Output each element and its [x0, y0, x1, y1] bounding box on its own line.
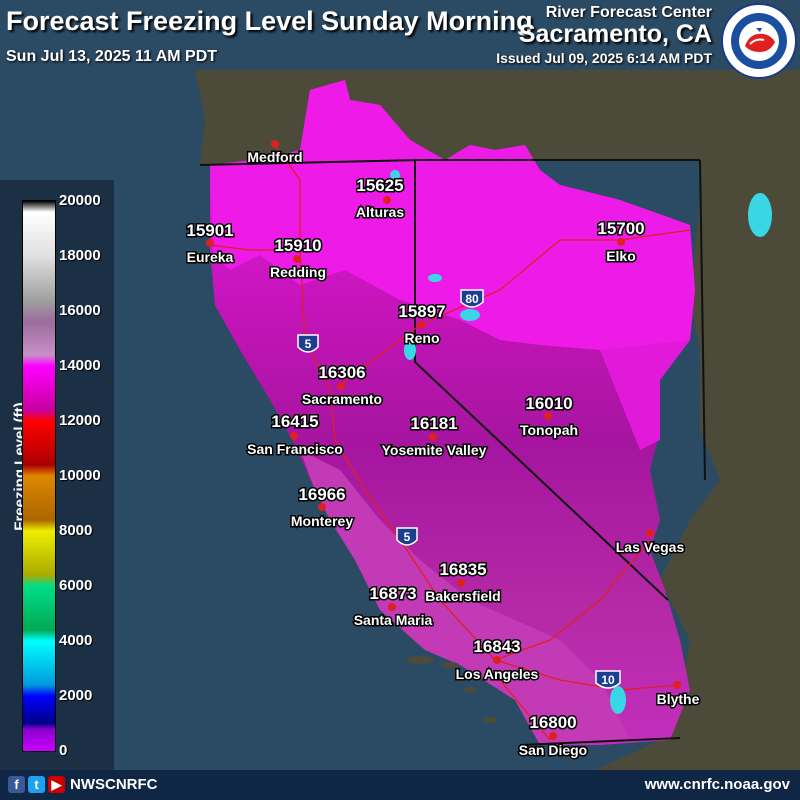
- social-handle[interactable]: NWSCNRFC: [70, 776, 158, 793]
- nws-logo-icon[interactable]: [720, 2, 798, 80]
- city-las-vegas[interactable]: Las Vegas: [614, 529, 686, 557]
- city-yosemite-valley[interactable]: 16181 Yosemite Valley: [380, 413, 488, 460]
- legend-tick: 18000: [59, 247, 101, 264]
- channel-islands: [406, 656, 497, 723]
- state-line-nv-ut: [699, 159, 706, 481]
- svg-text:5: 5: [404, 530, 411, 544]
- border-mexico: [519, 737, 681, 746]
- legend-panel: Freezing Level (ft) 20000 18000 16000 14000…: [0, 180, 114, 770]
- interstate-shield-5-south: 5: [396, 527, 418, 546]
- svg-text:15910: 15910: [274, 236, 321, 255]
- city-redding[interactable]: 15910 Redding: [269, 235, 328, 282]
- legend-tick: 16000: [59, 302, 101, 319]
- svg-text:15897: 15897: [398, 302, 445, 321]
- city-medford[interactable]: Medford: [246, 140, 304, 167]
- svg-text:80: 80: [465, 292, 479, 306]
- city-eureka[interactable]: 15901 Eureka: [185, 220, 235, 267]
- svg-text:16843: 16843: [473, 637, 520, 656]
- footer: [0, 770, 800, 800]
- legend-tick: 10000: [59, 467, 101, 484]
- svg-text:Medford: Medford: [247, 149, 302, 165]
- map-title: Forecast Freezing Level Sunday Morning: [6, 6, 533, 36]
- svg-text:Las Vegas: Las Vegas: [616, 539, 685, 555]
- office-name: Sacramento, CA: [518, 20, 712, 48]
- city-san-francisco[interactable]: 16415 San Francisco: [246, 411, 345, 459]
- svg-text:Eureka: Eureka: [187, 249, 234, 265]
- high-freezing-zone-north: [210, 80, 695, 360]
- city-monterey[interactable]: 16966 Monterey: [289, 484, 354, 531]
- interstate-shield-80: 80: [460, 289, 484, 308]
- highways: [209, 144, 691, 741]
- city-elko[interactable]: 15700 Elko: [596, 218, 646, 266]
- interstate-shield-5-north: 5: [297, 334, 319, 353]
- svg-text:Yosemite Valley: Yosemite Valley: [382, 442, 487, 458]
- svg-text:Monterey: Monterey: [291, 513, 353, 529]
- svg-text:Tonopah: Tonopah: [520, 422, 578, 438]
- city-sacramento[interactable]: 16306 Sacramento: [300, 362, 383, 409]
- svg-text:Sacramento: Sacramento: [302, 391, 382, 407]
- svg-text:15700: 15700: [597, 219, 644, 238]
- svg-text:16800: 16800: [529, 713, 576, 732]
- city-markers: Medford 15901 Eureka 15625 Alturas 15910 Re…: [185, 140, 701, 760]
- state-line-north: [199, 159, 700, 166]
- outside-land: [195, 70, 800, 770]
- legend-tick: 6000: [59, 577, 93, 594]
- svg-text:16181: 16181: [410, 414, 457, 433]
- legend-tick: 20000: [59, 192, 101, 209]
- svg-text:15625: 15625: [356, 176, 403, 195]
- lakes: [390, 170, 772, 714]
- city-reno[interactable]: 15897 Reno: [397, 301, 447, 348]
- svg-text:San Francisco: San Francisco: [247, 441, 343, 457]
- legend-tick: 8000: [59, 522, 93, 539]
- svg-text:10: 10: [601, 673, 615, 687]
- city-blythe[interactable]: Blythe: [655, 681, 701, 709]
- svg-text:Bakersfield: Bakersfield: [425, 588, 500, 604]
- city-los-angeles[interactable]: 16843 Los Angeles: [454, 636, 540, 684]
- city-santa-maria[interactable]: 16873 Santa Maria: [352, 583, 434, 630]
- header: Forecast Freezing Level Sunday Morning S…: [0, 0, 800, 70]
- svg-text:Redding: Redding: [270, 264, 326, 280]
- twitter-icon[interactable]: t: [28, 776, 45, 793]
- svg-text:15901: 15901: [186, 221, 233, 240]
- legend-tick: 14000: [59, 357, 101, 374]
- youtube-icon[interactable]: ▶: [48, 776, 65, 793]
- svg-text:San Diego: San Diego: [519, 742, 587, 758]
- svg-text:16415: 16415: [271, 412, 318, 431]
- valid-time: Sun Jul 13, 2025 11 AM PDT: [6, 48, 218, 65]
- svg-text:16306: 16306: [318, 363, 365, 382]
- high-freezing-zone-east: [600, 340, 690, 450]
- svg-text:Los Angeles: Los Angeles: [456, 666, 539, 682]
- city-alturas[interactable]: 15625 Alturas: [354, 175, 405, 222]
- website-link[interactable]: www.cnrfc.noaa.gov: [644, 776, 790, 793]
- svg-text:16966: 16966: [298, 485, 345, 504]
- state-line-ca-nv: [414, 160, 669, 601]
- color-scale-bar: [22, 200, 56, 752]
- interstate-shield-10: 10: [595, 670, 621, 689]
- svg-text:16835: 16835: [439, 560, 486, 579]
- city-san-diego[interactable]: 16800 San Diego: [517, 712, 588, 760]
- legend-tick: 0: [59, 742, 68, 759]
- social-icons: f t ▶: [8, 776, 65, 793]
- svg-text:Elko: Elko: [606, 248, 636, 264]
- svg-text:5: 5: [305, 337, 312, 351]
- legend-tick: 2000: [59, 687, 93, 704]
- svg-text:Alturas: Alturas: [356, 204, 404, 220]
- svg-text:16010: 16010: [525, 394, 572, 413]
- issued-time: Issued Jul 09, 2025 6:14 AM PDT: [496, 50, 712, 66]
- org-name: River Forecast Center: [545, 4, 712, 21]
- legend-tick: 4000: [59, 632, 93, 649]
- svg-text:Reno: Reno: [405, 330, 440, 346]
- coastal-zone: [300, 450, 630, 745]
- svg-text:16873: 16873: [369, 584, 416, 603]
- city-tonopah[interactable]: 16010 Tonopah: [518, 393, 579, 440]
- city-bakersfield[interactable]: 16835 Bakersfield: [424, 559, 502, 606]
- legend-tick: 12000: [59, 412, 101, 429]
- svg-text:Santa Maria: Santa Maria: [354, 612, 433, 628]
- facebook-icon[interactable]: f: [8, 776, 25, 793]
- svg-text:Blythe: Blythe: [657, 691, 700, 707]
